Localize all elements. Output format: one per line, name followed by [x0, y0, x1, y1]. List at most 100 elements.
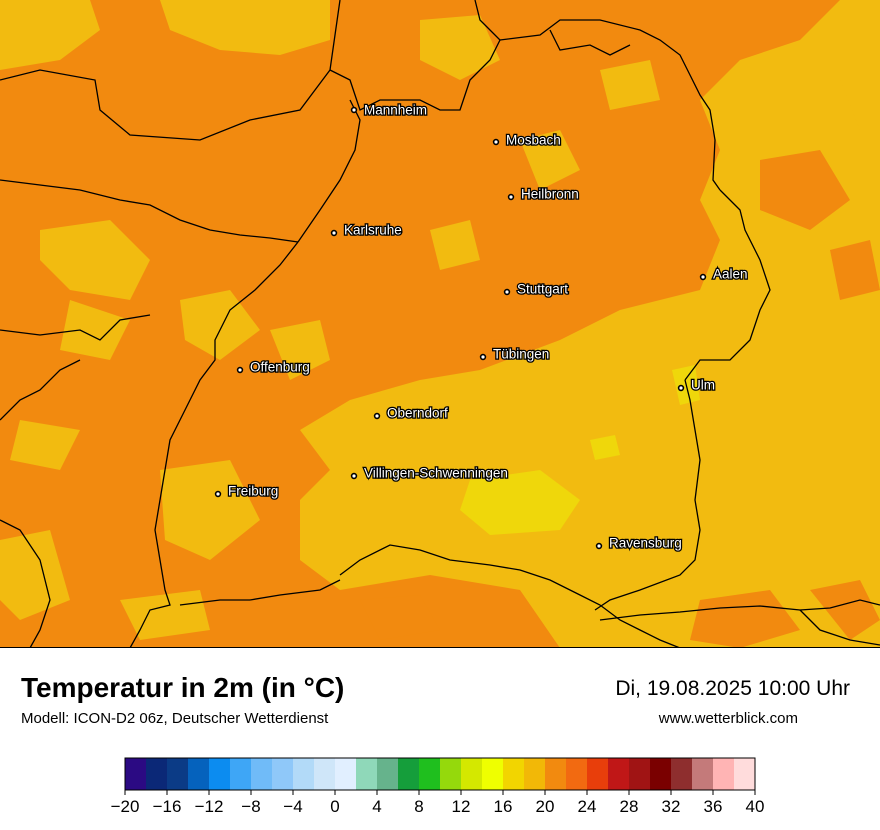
city-dot-center	[238, 368, 242, 372]
legend-color-box	[377, 758, 398, 790]
city-label: Mosbach	[506, 133, 561, 148]
legend-color-box	[503, 758, 524, 790]
legend-color-box	[734, 758, 755, 790]
color-scale-legend: −20 −16 −12 −8 −4 0 4 8 12 16 20 24 28 32 36 40	[111, 757, 765, 816]
legend-tick-label: −16	[153, 797, 182, 816]
legend-frame	[124, 757, 756, 791]
city-label: Villingen-Schwenningen	[364, 466, 508, 481]
legend-tick-label: 24	[578, 797, 597, 816]
legend-tick-label: 20	[536, 797, 555, 816]
legend-color-box	[440, 758, 461, 790]
legend-color-box	[314, 758, 335, 790]
city-dot-center	[332, 231, 336, 235]
city-aalen: Aalen	[699, 265, 749, 283]
legend-color-box	[545, 758, 566, 790]
legend-tick-label: −4	[283, 797, 302, 816]
city-label: Oberndorf	[387, 406, 448, 421]
legend-tick-label: 0	[330, 797, 339, 816]
city-villingen-schwenningen: Villingen-Schwenningen	[350, 464, 509, 482]
bright-spots	[460, 365, 700, 535]
city-markers: Mannheim Mosbach Heilbronn Karlsruhe Aal…	[214, 101, 749, 552]
legend-color-box	[482, 758, 503, 790]
country-borders	[0, 0, 880, 648]
legend-color-box	[692, 758, 713, 790]
city-dot-center	[494, 140, 498, 144]
website-link: www.wetterblick.com	[658, 710, 798, 727]
city-dot-center	[679, 386, 683, 390]
legend-color-box	[251, 758, 272, 790]
city-label: Stuttgart	[517, 282, 568, 297]
legend-color-box	[587, 758, 608, 790]
city-label: Ulm	[691, 378, 715, 393]
model-source: Modell: ICON-D2 06z, Deutscher Wetterdie…	[21, 710, 329, 727]
legend-tick-label: 36	[704, 797, 723, 816]
city-dot-center	[216, 492, 220, 496]
city-oberndorf: Oberndorf	[373, 404, 449, 422]
city-heilbronn: Heilbronn	[507, 185, 580, 203]
city-mannheim: Mannheim	[350, 101, 428, 119]
legend-color-box	[188, 758, 209, 790]
city-offenburg: Offenburg	[236, 358, 311, 376]
legend-color-box	[650, 758, 671, 790]
legend-color-box	[167, 758, 188, 790]
city-stuttgart: Stuttgart	[503, 280, 570, 298]
legend-tick-label: −20	[111, 797, 140, 816]
legend-color-box	[713, 758, 734, 790]
warm-spots-east	[360, 150, 880, 648]
legend-tick-label: −8	[241, 797, 260, 816]
legend-color-box	[419, 758, 440, 790]
city-dot-center	[352, 108, 356, 112]
city-label: Ravensburg	[609, 536, 682, 551]
legend-color-box	[146, 758, 167, 790]
legend-tick-label: 16	[494, 797, 513, 816]
city-dot-center	[481, 355, 485, 359]
city-label: Freiburg	[228, 484, 278, 499]
footer: Temperatur in 2m (in °C) Modell: ICON-D2…	[0, 648, 880, 830]
legend-tick-label: 12	[452, 797, 471, 816]
city-label: Tübingen	[493, 347, 549, 362]
city-dot-center	[375, 414, 379, 418]
city-dot-center	[509, 195, 513, 199]
legend-tick-labels: −20 −16 −12 −8 −4 0 4 8 12 16 20 24 28 32 36 40	[111, 790, 765, 816]
city-freiburg: Freiburg	[214, 482, 280, 500]
legend-tick-label: 40	[746, 797, 765, 816]
city-label: Offenburg	[250, 360, 310, 375]
city-dot-center	[701, 275, 705, 279]
legend-color-box	[209, 758, 230, 790]
legend-color-box	[629, 758, 650, 790]
legend-tick-label: 4	[372, 797, 381, 816]
legend-color-box	[335, 758, 356, 790]
city-dot-center	[352, 474, 356, 478]
city-label: Heilbronn	[521, 187, 579, 202]
legend-tick-label: 32	[662, 797, 681, 816]
city-label: Aalen	[713, 267, 748, 282]
legend-color-box	[356, 758, 377, 790]
legend-color-box	[293, 758, 314, 790]
city-karlsruhe: Karlsruhe	[330, 221, 403, 239]
legend-color-boxes	[124, 757, 756, 791]
legend-color-box	[566, 758, 587, 790]
legend-color-box	[524, 758, 545, 790]
legend-tick-label: −12	[195, 797, 224, 816]
legend-color-box	[398, 758, 419, 790]
legend-tick-label: 28	[620, 797, 639, 816]
mild-zones	[0, 0, 880, 648]
legend-color-box	[461, 758, 482, 790]
temperature-map: Mannheim Mosbach Heilbronn Karlsruhe Aal…	[0, 0, 880, 648]
legend-color-box	[272, 758, 293, 790]
city-label: Karlsruhe	[344, 223, 402, 238]
city-tuebingen: Tübingen	[479, 345, 551, 363]
city-mosbach: Mosbach	[492, 131, 562, 149]
city-ulm: Ulm	[677, 376, 716, 394]
city-label: Mannheim	[364, 103, 427, 118]
legend-color-box	[230, 758, 251, 790]
legend-tick-label: 8	[414, 797, 423, 816]
legend-color-box	[125, 758, 146, 790]
map-title: Temperatur in 2m (in °C)	[21, 672, 345, 703]
forecast-datetime: Di, 19.08.2025 10:00 Uhr	[615, 677, 850, 700]
city-dot-center	[597, 544, 601, 548]
legend-color-box	[608, 758, 629, 790]
city-dot-center	[505, 290, 509, 294]
legend-color-box	[671, 758, 692, 790]
city-ravensburg: Ravensburg	[595, 534, 683, 552]
